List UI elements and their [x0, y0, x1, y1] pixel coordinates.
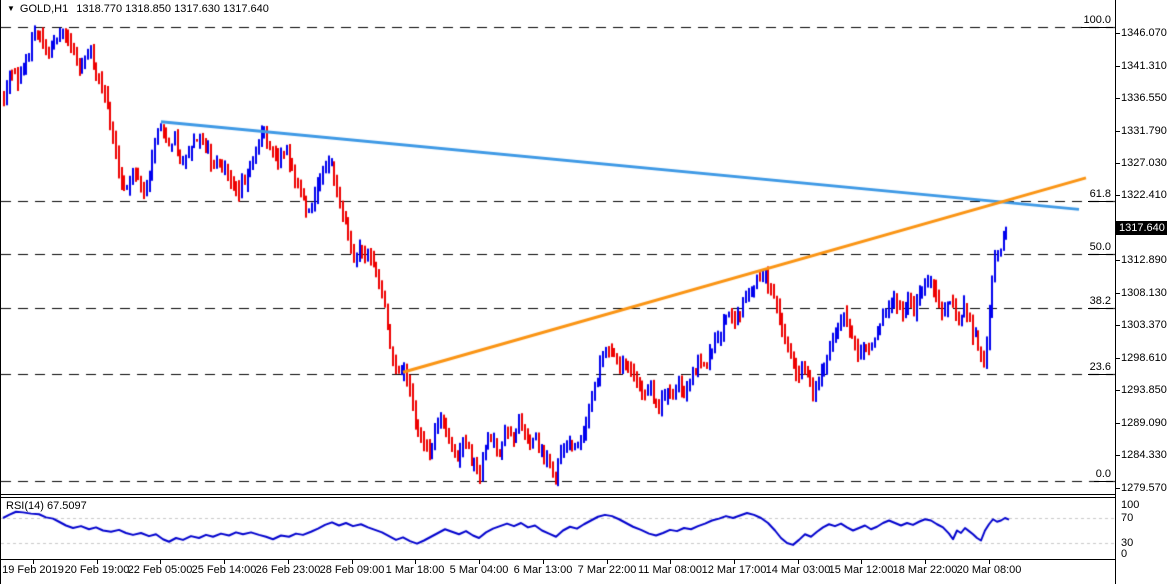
- price-axis-tick: [1115, 66, 1120, 67]
- time-axis-tick: [925, 559, 926, 564]
- ohlc-info: ▼ GOLD,H1 1318.770 1318.850 1317.630 1317.…: [7, 3, 269, 15]
- price-axis-label: 1293.850: [1121, 384, 1167, 397]
- time-axis-tick: [224, 559, 225, 564]
- price-chart-canvas[interactable]: [1, 0, 1115, 494]
- rsi-scale-label: 70: [1121, 512, 1134, 524]
- fib-level-label: 23.6: [1087, 361, 1113, 376]
- time-axis-tick: [543, 559, 544, 564]
- rsi-scale-label: 0: [1121, 548, 1128, 560]
- price-axis-tick: [1115, 488, 1120, 489]
- price-axis-label: 1298.610: [1121, 351, 1167, 364]
- time-axis-label: 26 Feb 23:00: [255, 564, 321, 576]
- price-axis-tick: [1115, 163, 1120, 164]
- time-axis-tick: [415, 559, 416, 564]
- time-axis-tick: [160, 559, 161, 564]
- price-axis-tick: [1115, 195, 1120, 196]
- price-axis-tick: [1115, 390, 1120, 391]
- price-axis-tick: [1115, 293, 1120, 294]
- time-axis-label: 25 Feb 14:00: [191, 564, 257, 576]
- price-axis-label: 1346.070: [1121, 27, 1167, 40]
- fib-level-label: 0.0: [1093, 468, 1113, 483]
- time-axis-label: 28 Feb 09:00: [319, 564, 385, 576]
- price-axis-tick: [1115, 358, 1120, 359]
- time-axis-label: 1 Mar 18:00: [385, 564, 445, 576]
- current-price-badge: 1317.640: [1116, 220, 1167, 235]
- rsi-indicator-canvas[interactable]: [1, 498, 1115, 559]
- time-axis-label: 22 Feb 05:00: [127, 564, 193, 576]
- time-axis-tick: [734, 559, 735, 564]
- price-axis-tick: [1115, 325, 1120, 326]
- price-axis-tick: [1115, 98, 1120, 99]
- time-axis-tick: [288, 559, 289, 564]
- time-axis-tick: [97, 559, 98, 564]
- time-axis-tick: [989, 559, 990, 564]
- time-axis-label: 12 Mar 17:00: [701, 564, 767, 576]
- time-axis-label: 18 Mar 22:00: [892, 564, 958, 576]
- time-axis-tick: [798, 559, 799, 564]
- time-axis-tick: [352, 559, 353, 564]
- rsi-pane-top-border: [1, 497, 1115, 498]
- fib-level-label: 50.0: [1087, 241, 1113, 256]
- rsi-pane-bottom-border: [1, 559, 1115, 560]
- time-axis-label: 14 Mar 03:00: [765, 564, 831, 576]
- time-axis-label: 15 Mar 12:00: [828, 564, 894, 576]
- price-axis-label: 1303.370: [1121, 319, 1167, 332]
- price-axis-label: 1331.790: [1121, 124, 1167, 137]
- time-axis-label: 7 Mar 22:00: [577, 564, 637, 576]
- rsi-scale-label: 30: [1121, 537, 1134, 549]
- time-axis-tick: [861, 559, 862, 564]
- time-axis-tick: [33, 559, 34, 564]
- time-axis-label: 20 Mar 08:00: [956, 564, 1022, 576]
- ohlc-values: 1318.770 1318.850 1317.630 1317.640: [76, 3, 269, 15]
- symbol-label: GOLD,H1: [19, 3, 69, 15]
- rsi-scale-label: 100: [1121, 499, 1140, 511]
- time-axis-label: 20 Feb 19:00: [64, 564, 130, 576]
- time-axis-label: 5 Mar 04:00: [449, 564, 509, 576]
- price-axis-tick: [1115, 455, 1120, 456]
- fib-level-label: 38.2: [1087, 294, 1113, 309]
- time-axis-label: 6 Mar 13:00: [513, 564, 573, 576]
- price-axis-tick: [1115, 131, 1120, 132]
- time-axis-tick: [479, 559, 480, 564]
- time-axis-tick: [670, 559, 671, 564]
- price-axis-tick: [1115, 260, 1120, 261]
- price-axis-label: 1312.890: [1121, 254, 1167, 267]
- pane-divider[interactable]: [1, 494, 1115, 495]
- rsi-indicator-label: RSI(14) 67.5097: [6, 500, 87, 512]
- fib-level-label: 61.8: [1087, 187, 1113, 202]
- symbol-dropdown-icon: ▼: [7, 4, 15, 13]
- time-axis-label: 19 Feb 2019: [2, 564, 64, 576]
- price-axis-label: 1336.550: [1121, 92, 1167, 105]
- price-axis-label: 1327.030: [1121, 157, 1167, 170]
- price-axis-tick: [1115, 33, 1120, 34]
- price-axis-label: 1289.090: [1121, 416, 1167, 429]
- axis-separator: [1115, 0, 1116, 584]
- time-axis-tick: [607, 559, 608, 564]
- price-axis-label: 1322.410: [1121, 188, 1167, 201]
- time-axis-label: 11 Mar 08:00: [637, 564, 703, 576]
- price-axis-label: 1284.330: [1121, 449, 1167, 462]
- fib-level-label: 100.0: [1081, 14, 1113, 29]
- price-axis-tick: [1115, 423, 1120, 424]
- price-axis-label: 1341.310: [1121, 59, 1167, 72]
- price-axis-label: 1308.130: [1121, 286, 1167, 299]
- price-axis-label: 1279.570: [1121, 482, 1167, 495]
